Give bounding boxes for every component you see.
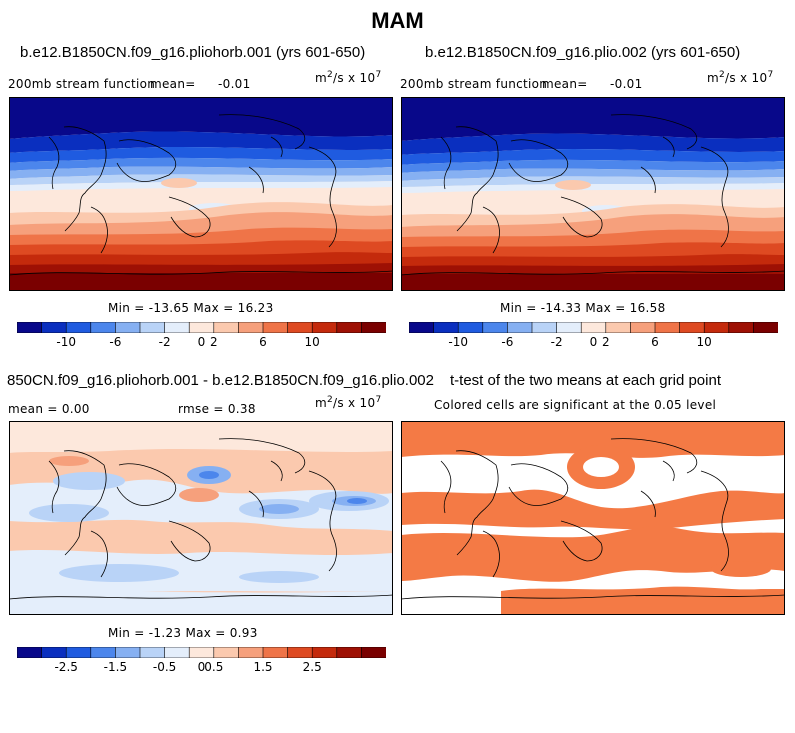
- colorbar-swatch: [164, 322, 190, 333]
- colorbar-tick-label: -2: [158, 335, 171, 349]
- colorbar-swatch: [115, 322, 141, 333]
- panel3-colorbar-ticks: -2.5 -1.5 -0.5 0 0.5 1.5 2.5: [17, 660, 386, 676]
- colorbar-swatch: [287, 647, 313, 658]
- colorbar-swatch: [679, 322, 705, 333]
- colorbar-tick-label: -2.5: [54, 660, 78, 674]
- colorbar-tick-label: 2: [209, 335, 218, 349]
- panel3-units: m2/s x 107: [315, 395, 382, 410]
- colorbar-tick-label: 0: [197, 335, 206, 349]
- panel1-colorbar: [17, 322, 386, 333]
- panel1-units: m2/s x 107: [315, 70, 382, 85]
- panel1-mean-value: -0.01: [218, 77, 251, 91]
- colorbar-swatch: [238, 322, 264, 333]
- panel3-case-title: 850CN.f09_g16.pliohorb.001 - b.e12.B1850…: [7, 372, 434, 389]
- colorbar-swatch: [409, 322, 435, 333]
- panel1-mean-label: mean=: [150, 77, 196, 91]
- colorbar-tick-label: 10: [696, 335, 712, 349]
- panel3-mean: mean = 0.00: [8, 402, 90, 416]
- colorbar-tick-label: 2: [601, 335, 610, 349]
- colorbar-swatch: [90, 322, 117, 333]
- panel4-title: t-test of the two means at each grid poi…: [450, 372, 721, 389]
- colorbar-tick-label: -10: [56, 335, 76, 349]
- colorbar-swatch: [457, 322, 484, 333]
- colorbar-swatch: [507, 322, 533, 333]
- colorbar-swatch: [580, 322, 607, 333]
- colorbar-swatch: [556, 322, 582, 333]
- colorbar-swatch: [482, 322, 509, 333]
- colorbar-swatch: [531, 322, 558, 333]
- colorbar-swatch: [65, 647, 92, 658]
- colorbar-tick-label: -6: [109, 335, 122, 349]
- colorbar-swatch: [17, 647, 43, 658]
- colorbar-tick-label: 0: [197, 660, 206, 674]
- figure-title: MAM: [371, 8, 424, 33]
- colorbar-swatch: [65, 322, 92, 333]
- panel1-min-max: Min = -13.65 Max = 16.23: [108, 301, 274, 315]
- colorbar-swatch: [287, 322, 313, 333]
- colorbar-swatch: [361, 322, 386, 333]
- colorbar-swatch: [139, 647, 166, 658]
- panel3-colorbar: [17, 647, 386, 658]
- panel4-subtitle: Colored cells are significant at the 0.0…: [434, 398, 717, 412]
- colorbar-swatch: [361, 647, 386, 658]
- panel2-variable-label: 200mb stream function: [400, 77, 548, 91]
- colorbar-tick-label: 6: [259, 335, 267, 349]
- panel3-rmse: rmse = 0.38: [178, 402, 256, 416]
- panel2-colorbar: [409, 322, 778, 333]
- colorbar-swatch: [17, 322, 43, 333]
- colorbar-swatch: [728, 322, 754, 333]
- colorbar-swatch: [703, 322, 730, 333]
- panel2-case-title: b.e12.B1850CN.f09_g16.plio.002 (yrs 601-…: [425, 44, 741, 61]
- colorbar-swatch: [139, 322, 166, 333]
- colorbar-swatch: [213, 322, 240, 333]
- panel2-min-max: Min = -14.33 Max = 16.58: [500, 301, 666, 315]
- panel2-units: m2/s x 107: [707, 70, 774, 85]
- panel1-variable-label: 200mb stream function: [8, 77, 156, 91]
- colorbar-swatch: [311, 322, 338, 333]
- colorbar-swatch: [41, 322, 67, 333]
- colorbar-tick-label: 1.5: [253, 660, 273, 674]
- colorbar-tick-label: -1.5: [103, 660, 128, 674]
- colorbar-swatch: [433, 322, 459, 333]
- panel3-map: [9, 421, 393, 615]
- panel2-mean-value: -0.01: [610, 77, 643, 91]
- panel1-colorbar-ticks: -10 -6 -2 0 2 6 10: [17, 335, 386, 351]
- panel2-mean-label: mean=: [542, 77, 588, 91]
- colorbar-swatch: [115, 647, 141, 658]
- colorbar-tick-label: 0: [589, 335, 598, 349]
- colorbar-swatch: [238, 647, 264, 658]
- colorbar-tick-label: 10: [304, 335, 320, 349]
- colorbar-tick-label: 6: [651, 335, 659, 349]
- colorbar-tick-label: 0.5: [204, 660, 224, 674]
- colorbar-tick-label: -10: [448, 335, 468, 349]
- colorbar-swatch: [654, 322, 681, 333]
- colorbar-tick-label: -6: [501, 335, 514, 349]
- panel2-map: [401, 97, 785, 291]
- colorbar-tick-label: -0.5: [152, 660, 177, 674]
- colorbar-swatch: [188, 322, 215, 333]
- panel1-case-title: b.e12.B1850CN.f09_g16.pliohorb.001 (yrs …: [20, 44, 366, 61]
- panel2-colorbar-ticks: -10 -6 -2 0 2 6 10: [409, 335, 778, 351]
- colorbar-swatch: [213, 647, 240, 658]
- panel4-map: [401, 421, 785, 615]
- colorbar-swatch: [90, 647, 117, 658]
- colorbar-swatch: [630, 322, 656, 333]
- colorbar-tick-label: 2.5: [302, 660, 322, 674]
- colorbar-swatch: [41, 647, 67, 658]
- colorbar-swatch: [262, 647, 289, 658]
- colorbar-swatch: [336, 322, 362, 333]
- panel1-map: [9, 97, 393, 291]
- colorbar-tick-label: -2: [550, 335, 563, 349]
- colorbar-swatch: [605, 322, 632, 333]
- colorbar-swatch: [164, 647, 190, 658]
- colorbar-swatch: [188, 647, 215, 658]
- panel3-min-max: Min = -1.23 Max = 0.93: [108, 626, 258, 640]
- colorbar-swatch: [262, 322, 289, 333]
- colorbar-swatch: [311, 647, 338, 658]
- colorbar-swatch: [336, 647, 362, 658]
- colorbar-swatch: [753, 322, 778, 333]
